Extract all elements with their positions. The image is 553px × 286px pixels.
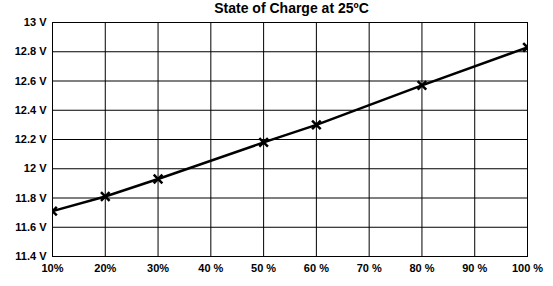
svg-text:70 %: 70 % xyxy=(357,262,382,274)
svg-text:13 V: 13 V xyxy=(24,16,47,28)
svg-text:20%: 20% xyxy=(94,262,116,274)
svg-text:11.8 V: 11.8 V xyxy=(15,192,47,204)
svg-text:60 %: 60 % xyxy=(304,262,329,274)
svg-text:12.8 V: 12.8 V xyxy=(15,45,47,57)
svg-text:80 %: 80 % xyxy=(409,262,434,274)
svg-text:40 %: 40 % xyxy=(198,262,223,274)
svg-text:100 %: 100 % xyxy=(512,262,543,274)
svg-text:11.4 V: 11.4 V xyxy=(15,250,47,262)
svg-text:30%: 30% xyxy=(147,262,169,274)
svg-text:12.6 V: 12.6 V xyxy=(15,75,47,87)
html-text:State of Charge at 25ºC: State of Charge at 25ºC xyxy=(214,0,369,16)
svg-text:12 V: 12 V xyxy=(24,162,47,174)
svg-text:50 %: 50 % xyxy=(251,262,276,274)
svg-text:11.6 V: 11.6 V xyxy=(15,221,47,233)
svg-text:90 %: 90 % xyxy=(462,262,487,274)
svg-text:12.2 V: 12.2 V xyxy=(15,133,47,145)
svg-text:10%: 10% xyxy=(41,262,63,274)
svg-text:12.4 V: 12.4 V xyxy=(15,104,47,116)
